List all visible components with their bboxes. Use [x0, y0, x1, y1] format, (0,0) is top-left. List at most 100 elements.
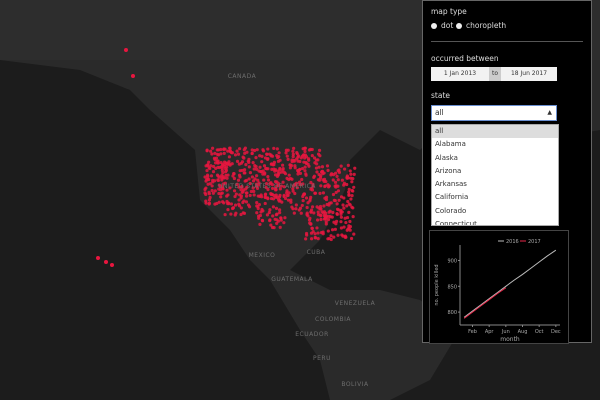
incident-dot: [315, 218, 320, 222]
incident-dot: [324, 222, 328, 226]
incident-dot: [265, 167, 269, 171]
incident-dot: [348, 219, 352, 224]
incident-dot: [279, 216, 283, 220]
incident-dot: [124, 48, 128, 52]
incident-dot: [317, 172, 321, 177]
map-label: VENEZUELA: [335, 300, 376, 307]
incident-dot: [219, 195, 223, 199]
incident-dot: [247, 165, 251, 169]
incident-dot: [230, 151, 235, 155]
incident-dot: [290, 205, 294, 209]
incident-dot: [312, 156, 317, 160]
incident-dot: [216, 148, 221, 152]
dropdown-option[interactable]: Arkansas: [435, 180, 467, 189]
incident-dot: [297, 208, 301, 212]
incident-dot: [233, 203, 238, 207]
incident-dot: [255, 148, 259, 152]
state-input[interactable]: all ▲: [431, 105, 557, 121]
radio[interactable]: choropleth: [456, 21, 506, 30]
incident-dot: [324, 211, 328, 215]
incident-dot: [205, 149, 209, 153]
incident-dot: [274, 188, 278, 192]
incident-dot: [217, 200, 221, 204]
dropdown-option[interactable]: Arizona: [435, 166, 462, 175]
line: [463, 287, 507, 319]
y-axis-label: no. people killed: [434, 264, 440, 305]
incident-dot: [310, 237, 314, 241]
incident-dot: [237, 185, 241, 189]
incident-dot: [104, 260, 108, 264]
incident-dot: [344, 220, 348, 225]
incident-dot: [303, 165, 307, 169]
incident-dot: [277, 151, 281, 155]
incident-dot: [349, 236, 354, 241]
incident-dot: [268, 218, 272, 222]
incident-dot: [267, 152, 272, 156]
incident-dot: [308, 199, 312, 203]
incident-dot: [267, 210, 271, 215]
incident-dot: [314, 166, 319, 170]
incident-dot: [260, 218, 264, 222]
y-tick-label: 850: [447, 284, 457, 290]
incident-dot: [252, 193, 256, 197]
incident-dot: [343, 216, 347, 220]
incident-dot: [331, 173, 336, 177]
incident-dot: [349, 172, 353, 176]
incident-dot: [313, 191, 318, 195]
incident-dot: [293, 166, 297, 170]
incident-dot: [315, 205, 319, 209]
incident-dot: [349, 197, 353, 201]
dropdown-option[interactable]: Colorado: [435, 206, 467, 215]
incident-dot: [226, 173, 230, 177]
incident-dot: [216, 153, 221, 157]
caret: ▲: [547, 109, 552, 116]
incident-dot: [243, 168, 247, 172]
map-label: BOLIVIA: [341, 381, 369, 388]
x-axis-label: month: [500, 336, 520, 343]
incident-dot: [237, 147, 242, 151]
x-tick-label: Aug: [518, 329, 528, 335]
radio[interactable]: dot: [431, 21, 453, 30]
incident-dot: [228, 149, 232, 153]
incident-dot: [350, 205, 354, 209]
incident-dot: [220, 166, 224, 170]
dropdown-option[interactable]: all: [432, 125, 558, 139]
incident-dot: [296, 172, 300, 176]
incident-dot: [316, 237, 320, 241]
incident-dot: [331, 192, 336, 197]
incident-dot: [243, 146, 247, 150]
incident-dot: [275, 218, 279, 222]
incident-dot: [312, 211, 316, 215]
incident-dot: [241, 155, 245, 159]
incident-dot: [340, 178, 344, 182]
incident-dot: [283, 216, 287, 220]
incident-dot: [270, 183, 275, 187]
incident-dot: [251, 161, 255, 165]
incident-dot: [265, 213, 270, 217]
date-separator: to: [489, 67, 501, 81]
incident-dot: [277, 208, 282, 212]
incident-dot: [346, 199, 350, 204]
incident-dot: [307, 218, 312, 222]
incident-dot: [209, 149, 213, 153]
incident-dot: [225, 176, 229, 180]
incident-dot: [313, 235, 317, 240]
incident-dot: [211, 164, 216, 169]
incident-dot: [304, 173, 308, 177]
date-input[interactable]: 1 Jan 2013: [431, 67, 489, 81]
incident-dot: [318, 176, 323, 180]
dropdown-option[interactable]: California: [435, 193, 469, 202]
dropdown-option[interactable]: Alaska: [435, 153, 458, 162]
date-input[interactable]: 18 Jun 2017: [501, 67, 557, 81]
dropdown-option[interactable]: Alabama: [435, 140, 466, 149]
dropdown-option[interactable]: Connecticut: [435, 220, 477, 226]
x-tick-label: Jun: [501, 329, 510, 335]
x-tick-label: Feb: [468, 329, 477, 335]
label: occurred between: [431, 54, 499, 63]
incident-dot: [236, 178, 241, 182]
incident-dot: [287, 191, 291, 195]
incident-dot: [333, 180, 338, 184]
incident-dot: [334, 184, 338, 188]
incident-dot: [291, 186, 295, 191]
incident-dot: [284, 148, 288, 152]
